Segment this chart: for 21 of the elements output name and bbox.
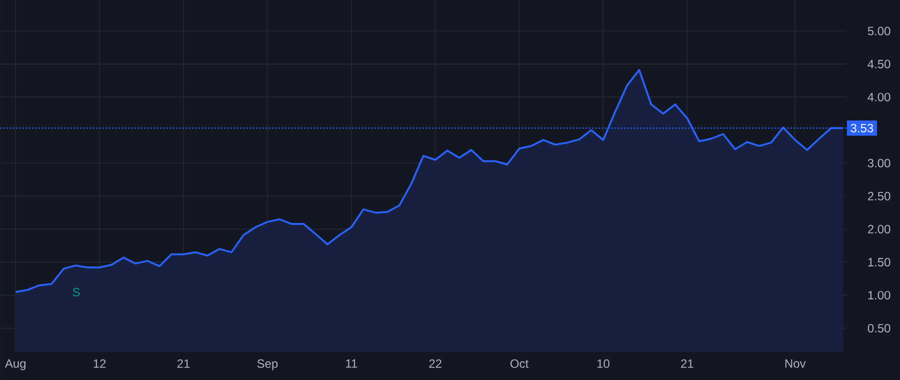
x-tick-label: Sep	[257, 359, 278, 370]
x-tick-label: Nov	[785, 359, 806, 368]
y-tick-label: 2.00	[868, 224, 890, 234]
annotation: S	[72, 288, 80, 296]
x-tick-label: 21	[177, 359, 190, 368]
x-tick-label: 10	[597, 359, 610, 368]
y-tick-label: 1.50	[868, 258, 890, 266]
y-tick-label: 5.00	[868, 26, 890, 36]
x-tick-label: 12	[94, 359, 106, 368]
y-tick-label: 3.00	[868, 158, 890, 168]
y-tick-label: 1.00	[868, 290, 890, 300]
y-tick-label: 4.00	[868, 92, 890, 102]
x-tick-label: 22	[429, 359, 442, 368]
y-tick-label: 0.50	[868, 324, 890, 332]
x-tick-label: Aug	[4, 359, 26, 370]
x-tick-label: Oct	[510, 359, 529, 368]
ref-line-label: 3.53	[850, 124, 874, 132]
x-tick-label: 21	[681, 359, 694, 368]
y-tick-label: 2.50	[868, 192, 890, 200]
y-tick-label: 4.50	[868, 60, 890, 68]
x-tick-label: 11	[346, 359, 358, 368]
